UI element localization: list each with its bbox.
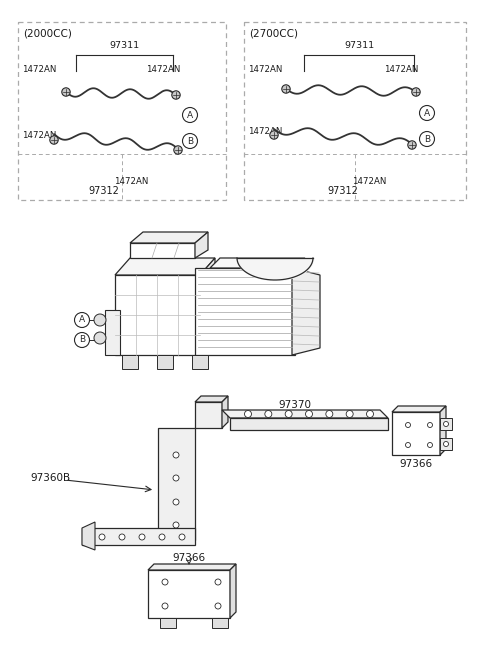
Polygon shape xyxy=(82,528,195,545)
Polygon shape xyxy=(222,396,228,428)
Polygon shape xyxy=(82,522,95,550)
Circle shape xyxy=(172,91,180,99)
Polygon shape xyxy=(157,355,173,369)
Circle shape xyxy=(285,411,292,417)
Text: B: B xyxy=(79,335,85,345)
Polygon shape xyxy=(440,438,452,450)
Circle shape xyxy=(428,443,432,447)
Circle shape xyxy=(174,146,182,154)
Polygon shape xyxy=(392,406,446,412)
Text: A: A xyxy=(424,109,430,117)
Circle shape xyxy=(173,522,179,528)
Text: A: A xyxy=(187,111,193,119)
Polygon shape xyxy=(148,564,236,570)
Polygon shape xyxy=(230,418,388,430)
Circle shape xyxy=(428,422,432,428)
Text: 97366: 97366 xyxy=(399,459,432,469)
Polygon shape xyxy=(130,232,208,243)
Text: 1472AN: 1472AN xyxy=(352,178,386,187)
Text: 97360B: 97360B xyxy=(30,473,70,483)
Polygon shape xyxy=(195,402,222,428)
Text: 97311: 97311 xyxy=(344,41,374,50)
Circle shape xyxy=(162,579,168,585)
Circle shape xyxy=(420,105,434,121)
Text: B: B xyxy=(187,136,193,145)
Polygon shape xyxy=(195,396,228,402)
Polygon shape xyxy=(115,258,215,275)
Circle shape xyxy=(182,107,197,122)
Circle shape xyxy=(444,441,448,447)
Text: 1472AN: 1472AN xyxy=(248,128,282,136)
Circle shape xyxy=(99,534,105,540)
Text: 1472AN: 1472AN xyxy=(22,130,56,140)
Circle shape xyxy=(74,333,89,348)
Text: 97370: 97370 xyxy=(278,400,312,410)
Polygon shape xyxy=(392,412,440,455)
Circle shape xyxy=(173,475,179,481)
Bar xyxy=(244,22,466,200)
Polygon shape xyxy=(130,243,195,258)
Polygon shape xyxy=(115,275,200,355)
Circle shape xyxy=(406,443,410,447)
Circle shape xyxy=(162,603,168,609)
Text: 1472AN: 1472AN xyxy=(114,178,148,187)
Polygon shape xyxy=(192,355,208,369)
Circle shape xyxy=(412,88,420,96)
Circle shape xyxy=(326,411,333,417)
Text: 97366: 97366 xyxy=(172,553,205,563)
Circle shape xyxy=(420,132,434,147)
Circle shape xyxy=(74,312,89,328)
Text: 1472AN: 1472AN xyxy=(22,64,56,73)
Circle shape xyxy=(367,411,373,417)
Circle shape xyxy=(173,452,179,458)
Text: (2700CC): (2700CC) xyxy=(249,28,298,38)
Text: 97312: 97312 xyxy=(89,186,120,196)
Text: A: A xyxy=(79,316,85,324)
Polygon shape xyxy=(122,355,138,369)
Polygon shape xyxy=(212,618,228,628)
Circle shape xyxy=(265,411,272,417)
Circle shape xyxy=(408,141,416,149)
Circle shape xyxy=(62,88,70,96)
Circle shape xyxy=(173,499,179,505)
Circle shape xyxy=(159,534,165,540)
Polygon shape xyxy=(148,570,230,618)
Circle shape xyxy=(305,411,312,417)
Text: B: B xyxy=(424,134,430,143)
Text: 1472AN: 1472AN xyxy=(384,64,419,73)
Polygon shape xyxy=(292,268,320,355)
Circle shape xyxy=(244,411,252,417)
Circle shape xyxy=(182,134,197,149)
Polygon shape xyxy=(195,268,295,355)
Circle shape xyxy=(179,534,185,540)
Polygon shape xyxy=(222,410,388,418)
Polygon shape xyxy=(230,564,236,618)
Text: 97311: 97311 xyxy=(109,41,139,50)
Circle shape xyxy=(215,603,221,609)
Bar xyxy=(18,22,226,200)
Circle shape xyxy=(282,84,290,93)
Circle shape xyxy=(139,534,145,540)
Circle shape xyxy=(50,136,58,144)
Polygon shape xyxy=(440,406,446,455)
Text: 1472AN: 1472AN xyxy=(248,64,282,73)
Circle shape xyxy=(406,422,410,428)
Text: 97312: 97312 xyxy=(327,186,359,196)
Polygon shape xyxy=(160,618,176,628)
Circle shape xyxy=(119,534,125,540)
Polygon shape xyxy=(200,258,215,355)
Circle shape xyxy=(215,579,221,585)
Polygon shape xyxy=(158,428,195,540)
Circle shape xyxy=(270,131,278,140)
Text: 1472AN: 1472AN xyxy=(146,64,180,73)
Polygon shape xyxy=(105,310,120,355)
Circle shape xyxy=(444,422,448,426)
Circle shape xyxy=(94,314,106,326)
Text: (2000CC): (2000CC) xyxy=(23,28,72,38)
Circle shape xyxy=(94,332,106,344)
Polygon shape xyxy=(440,418,452,430)
Polygon shape xyxy=(195,232,208,258)
Polygon shape xyxy=(210,258,305,268)
Circle shape xyxy=(346,411,353,417)
